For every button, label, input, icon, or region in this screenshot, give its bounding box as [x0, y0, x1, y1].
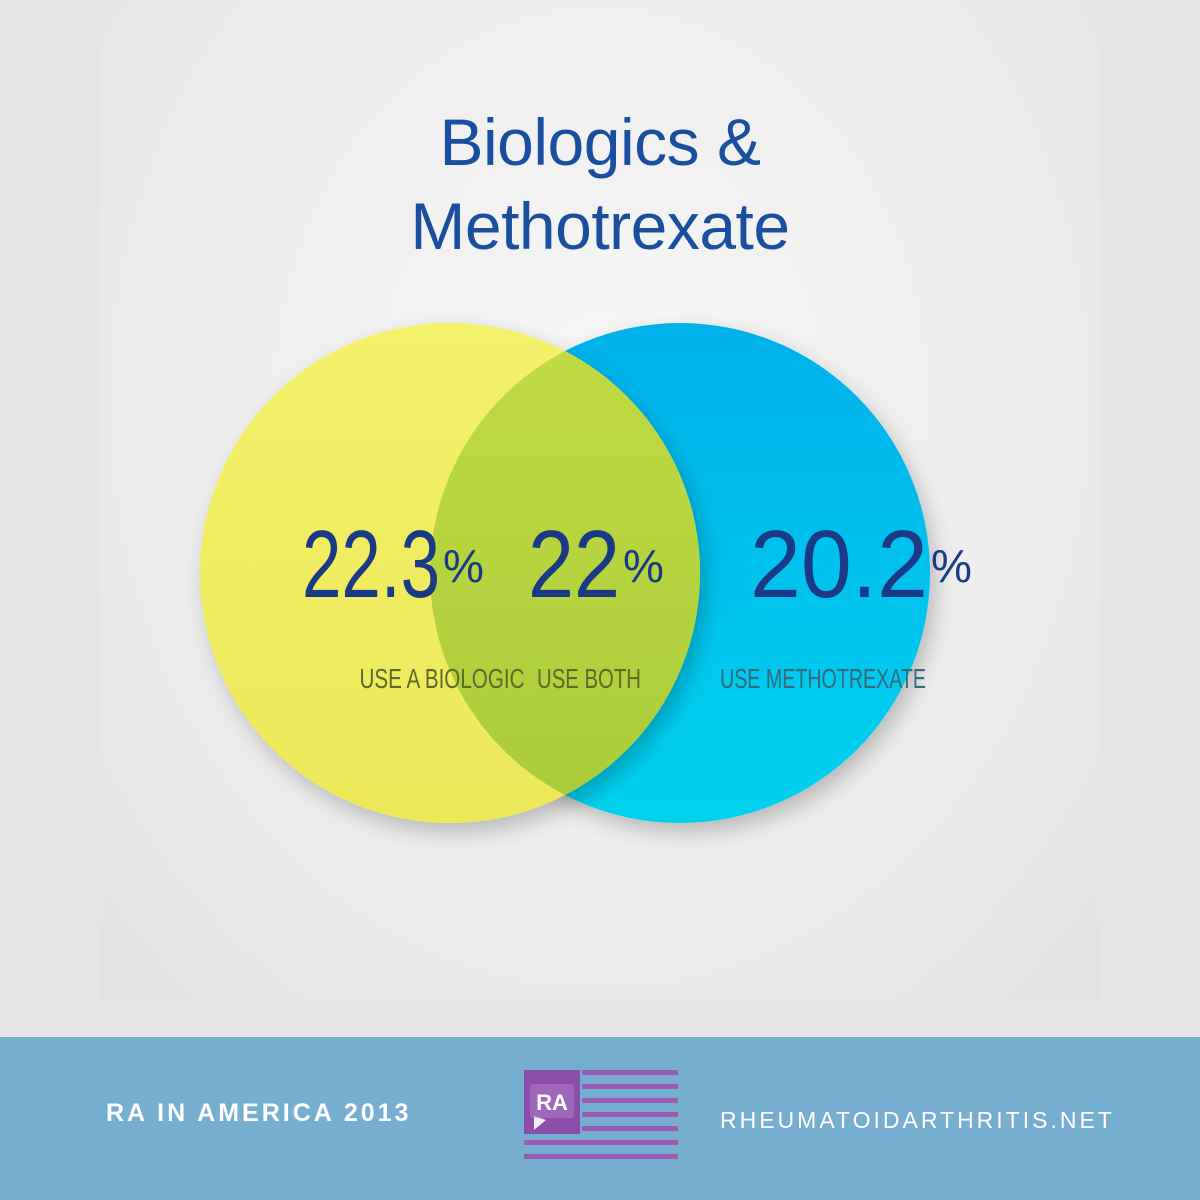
methotrexate-label: USE METHOTREXATE — [720, 663, 926, 694]
biologic-label: USE A BIOLOGIC — [360, 663, 525, 694]
both-label: USE BOTH — [537, 663, 641, 694]
both-percent-sign: % — [623, 540, 664, 592]
ra-logo-badge — [524, 1070, 580, 1134]
title-line-1: Biologics & — [439, 105, 762, 179]
methotrexate-percent-sign: % — [931, 540, 972, 592]
venn-diagram: 22.3 % USE A BIOLOGIC 22 % USE BOTH 20.2… — [200, 323, 972, 823]
footer-bar: RA IN AMERICA 2013 RA RHEUMATOIDARTHRITI… — [0, 1037, 1200, 1200]
ra-logo-text: RA — [536, 1090, 568, 1115]
page-title: Biologics & Methotrexate — [100, 100, 1100, 268]
biologic-percent: 22.3 — [302, 511, 440, 618]
biologic-percent-sign: % — [443, 540, 484, 592]
footer-campaign-title: RA IN AMERICA 2013 — [106, 1099, 412, 1127]
title-line-2: Methotrexate — [410, 189, 790, 263]
infographic-card: Biologics & Methotrexate 22 — [100, 0, 1100, 1000]
ra-flag-logo: RA — [524, 1070, 678, 1159]
footer-website[interactable]: RHEUMATOIDARTHRITIS.NET — [720, 1107, 1115, 1133]
overlap-region — [430, 323, 700, 823]
methotrexate-percent: 20.2 — [750, 511, 928, 618]
both-percent: 22 — [528, 511, 620, 618]
